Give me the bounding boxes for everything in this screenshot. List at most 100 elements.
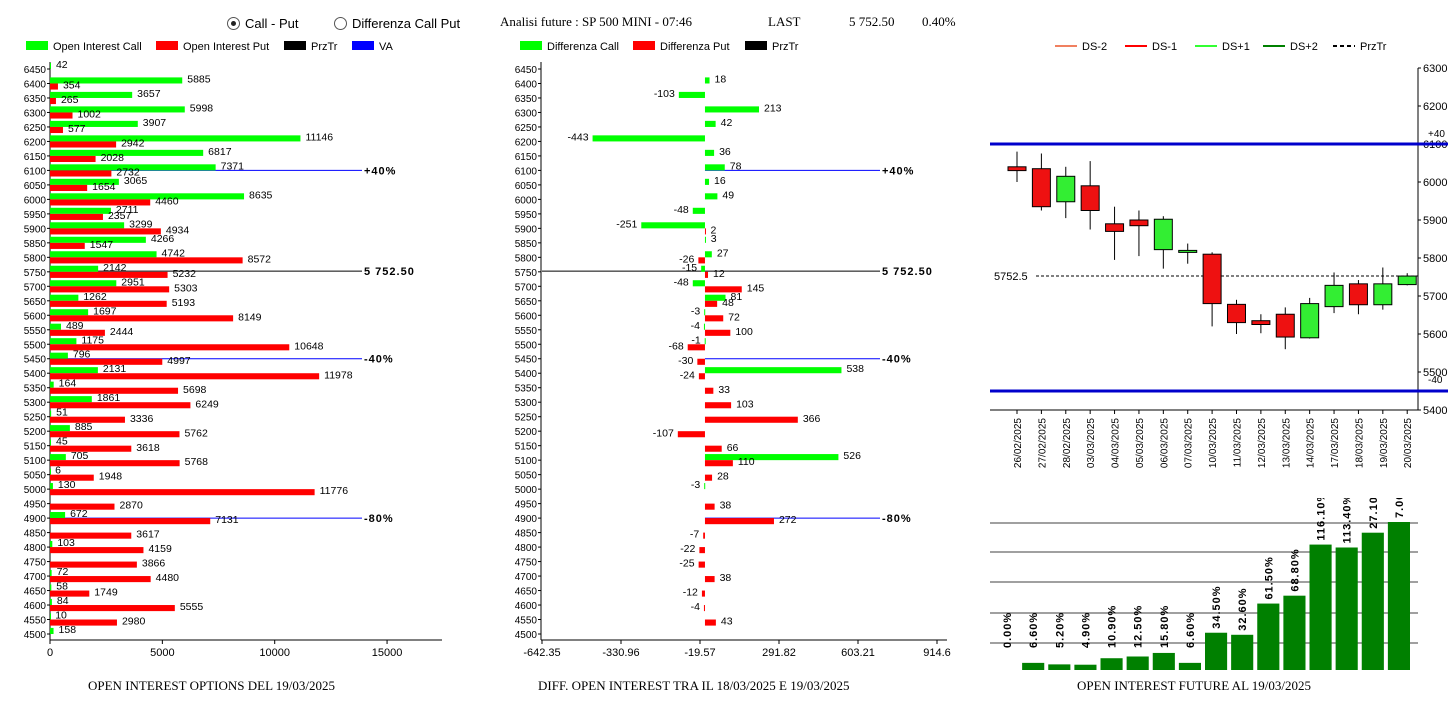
options-y-tick-label-5350: 5350 [24,384,47,395]
diff-y-tick-label-4850: 4850 [515,529,538,540]
diff-bar-label-1-4900: 272 [779,514,797,526]
options-bar-label-0-5450: 796 [73,349,91,361]
options-bar-label-0-5600: 1697 [93,305,117,317]
diff-y-tick-label-4950: 4950 [515,500,538,511]
options-bar-1-5750 [50,271,168,278]
options-y-tick-label-6100: 6100 [24,166,47,177]
options-bar-0-6350 [50,91,133,98]
options-bar-1-5800 [50,257,243,264]
options-y-tick-label-6000: 6000 [24,195,47,206]
diff-y-tick-label-4700: 4700 [515,572,538,583]
options-bar-1-4800 [50,547,144,554]
diff-bar-label-0-5600: -3 [691,305,700,317]
options-bar-1-5650 [50,300,167,307]
diff-bar-1-5100 [704,460,733,467]
diff-bar-1-5600 [704,315,724,322]
candle-body-12 [1300,303,1320,339]
options-bar-label-0-5550: 489 [66,320,84,332]
legend1-label-0: Open Interest Call [53,41,142,53]
options-bar-1-5700 [50,286,170,293]
options-y-tick-label-4650: 4650 [24,587,47,598]
options-bar-label-1-5850: 1547 [90,239,114,251]
oi-bar-label-12: 116.10% [1316,498,1328,541]
diff-y-tick-label-5800: 5800 [515,253,538,264]
oi-bar-label-1: 6.60% [1028,612,1040,648]
diff-y-tick-label-6050: 6050 [515,181,538,192]
options-bar-label-1-4750: 3866 [142,558,166,570]
options-ref-label-0: +40% [364,165,396,177]
diff-x-tick-label-3: 291.82 [762,647,796,658]
options-bar-1-6300 [50,112,73,119]
options-bar-label-0-5750: 2142 [103,262,127,274]
diff-bar-label-0-5500: -1 [691,334,700,346]
options-bar-label-0-6300: 5998 [190,102,214,114]
options-y-tick-label-4850: 4850 [24,529,47,540]
options-bar-label-0-5000: 130 [58,479,76,491]
candle-body-0 [1007,166,1027,172]
last-value: 5 752.50 [849,14,895,29]
options-bar-0-4650 [50,584,52,591]
diff-bar-1-5450 [697,358,705,365]
legend1-swatch-1 [156,41,178,50]
options-bar-label-1-5800: 8572 [248,253,272,265]
options-y-tick-label-6350: 6350 [24,94,47,105]
diff-bar-0-5700 [692,280,705,287]
diff-bar-label-1-5150: 66 [727,442,739,454]
diff-bar-label-1-5550: 100 [735,326,753,338]
call-put-radio-label[interactable]: Call - Put [245,16,299,31]
options-bar-0-5500 [50,338,77,345]
options-y-tick-label-5000: 5000 [24,485,47,496]
diff-bar-label-0-6300: 213 [764,102,782,114]
options-bar-label-1-5700: 5303 [174,282,198,294]
options-bar-label-1-5650: 5193 [172,297,196,309]
options-bar-0-5850 [50,236,146,243]
candle-body-10 [1251,320,1271,326]
candle-date-label-14: 18/03/2025 [1354,418,1365,468]
call-put-radio[interactable] [227,17,240,30]
diff-bar-0-5500 [704,338,706,345]
diff-y-tick-label-5900: 5900 [515,224,538,235]
diff-y-tick-label-4600: 4600 [515,601,538,612]
diff-bar-label-0-5650: 81 [731,291,743,303]
options-bar-label-1-5900: 4934 [166,224,190,236]
diff-bar-1-5050 [704,474,713,481]
candle-body-3 [1080,185,1100,212]
options-bar-label-1-5350: 5698 [183,384,207,396]
options-y-tick-label-5450: 5450 [24,355,47,366]
options-y-tick-label-5400: 5400 [24,369,47,380]
diff-bar-1-5400 [698,373,705,380]
diff-bar-1-4950 [704,503,715,510]
options-bar-label-0-4500: 158 [59,624,77,636]
diff-bar-1-5700 [704,286,742,293]
legend2-swatch-2 [745,41,767,50]
options-y-tick-label-6050: 6050 [24,181,47,192]
oi-bar-label-15: 7.00% [1394,498,1406,518]
diff-call-put-radio-label[interactable]: Differenza Call Put [352,16,461,31]
diff-call-put-radio[interactable] [334,17,347,30]
diff-bar-label-0-5550: -4 [691,320,700,332]
diff-y-tick-label-5050: 5050 [515,471,538,482]
options-bar-label-1-6150: 2028 [101,152,125,164]
diff-y-tick-label-5450: 5450 [515,355,538,366]
options-ref-label-3: -80% [364,513,394,525]
band-upper-label: +40 [1428,129,1445,140]
candle-body-15 [1373,283,1393,306]
legend2-swatch-1 [633,41,655,50]
diff-bar-0-6150 [704,149,715,156]
options-bar-0-5050 [50,468,51,475]
diff-bar-label-1-4800: -22 [680,543,695,555]
options-bar-label-0-5250: 51 [56,407,68,419]
options-bar-label-1-6250: 577 [68,123,86,135]
legend1-swatch-3 [352,41,374,50]
oi-bar-12 [1309,544,1332,670]
options-bar-0-4600 [50,598,52,606]
candle-date-label-2: 28/02/2025 [1062,418,1073,468]
diff-bar-label-1-5450: -30 [678,355,693,367]
diff-bar-0-6050 [704,178,710,185]
options-bar-label-0-4600: 84 [57,595,69,607]
options-bar-label-1-5500: 10648 [294,340,323,352]
diff-bar-label-0-6000: 49 [722,189,734,201]
options-y-tick-label-6400: 6400 [24,79,47,90]
oi-bar-13 [1335,547,1358,670]
diff-bar-1-4600 [703,605,705,612]
